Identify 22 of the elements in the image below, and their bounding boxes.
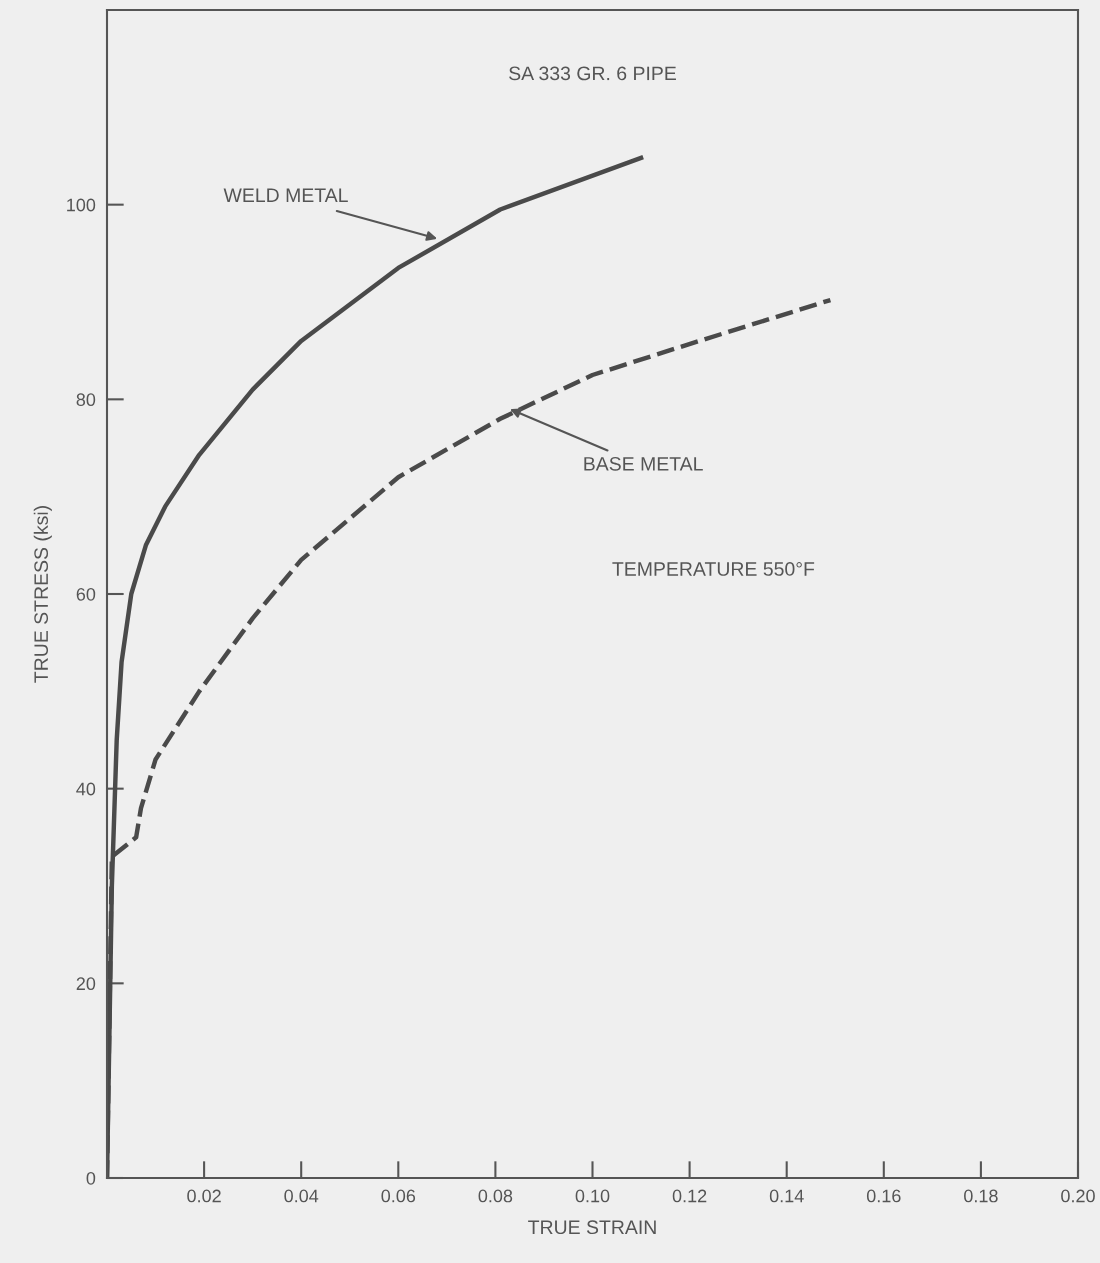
x-tick-label: 0.08 (478, 1189, 513, 1203)
y-tick-label: 80 (76, 393, 96, 407)
x-tick-label: 0.14 (769, 1189, 804, 1203)
x-tick-label: 0.20 (1061, 1189, 1095, 1203)
x-tick-label: 0.04 (284, 1189, 319, 1203)
x-tick-label: 0.12 (672, 1189, 707, 1203)
y-tick-label: 20 (76, 977, 96, 991)
x-tick-label: 0.02 (187, 1189, 221, 1203)
y-tick-label: 40 (76, 782, 96, 796)
x-tick-label: 0.16 (866, 1189, 901, 1203)
y-tick-label: 60 (76, 587, 96, 601)
annotation: BASE METAL (584, 456, 703, 471)
annotation: WELD METAL (223, 188, 348, 202)
y-axis-title: TRUE STRESS (ksi) (33, 506, 52, 683)
x-tick-label: 0.06 (381, 1189, 416, 1203)
y-tick-label: 100 (67, 198, 96, 212)
annotation: TEMPERATURE 550°F (612, 562, 815, 576)
y-tick-label: 0 (86, 1171, 96, 1185)
x-axis-title: TRUE STRAIN (528, 1220, 656, 1235)
text: SA 333 GR. 6 PIPE (509, 66, 676, 81)
x-tick-label: 0.10 (575, 1189, 610, 1203)
x-tick-label: 0.18 (964, 1189, 998, 1203)
